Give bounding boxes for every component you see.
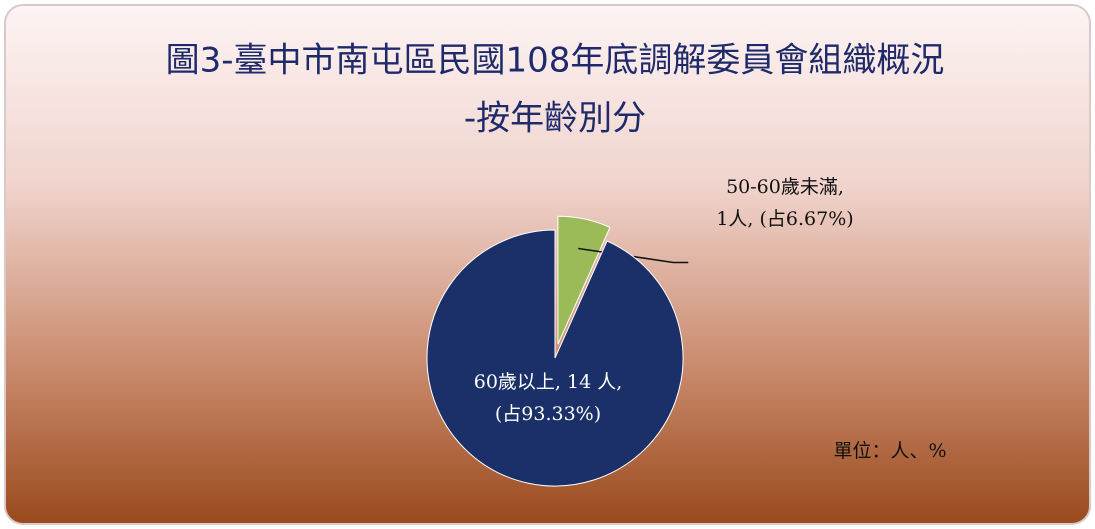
pie-slice <box>426 229 684 487</box>
chart-title: 圖3-臺中市南屯區民國108年底調解委員會組織概況 <box>166 41 945 81</box>
data-label: 60歲以上, 14 人, <box>474 371 623 393</box>
unit-note: 單位：人、% <box>833 440 946 462</box>
pie-slice <box>557 215 611 345</box>
data-label: 1人, (占6.67%) <box>716 208 853 230</box>
chart-title: -按年齡別分 <box>464 99 646 139</box>
data-label: (占93.33%) <box>495 403 601 425</box>
data-label: 50-60歲未滿, <box>726 176 844 198</box>
